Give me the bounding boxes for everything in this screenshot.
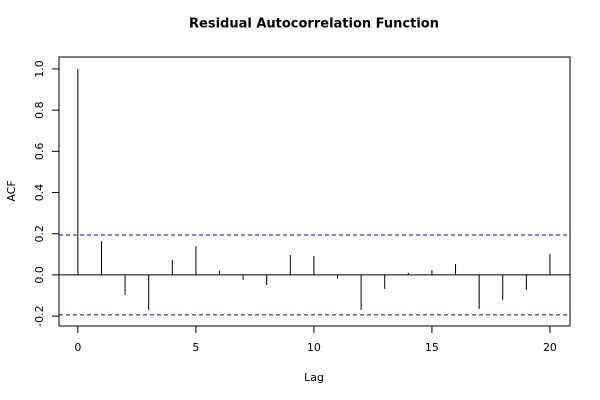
x-tick-label: 15 [425,341,439,354]
y-tick-label: 1.0 [33,60,46,78]
y-tick-label: 0.4 [33,184,46,202]
plot-frame [58,56,571,327]
y-tick-label: 0.8 [33,101,46,119]
y-axis-label: ACF [5,180,18,201]
y-tick-label: 0.2 [33,225,46,243]
chart-title: Residual Autocorrelation Function [189,17,439,32]
y-tick-label: 0.0 [33,266,46,284]
x-axis-label: Lag [304,371,324,384]
x-tick-label: 10 [307,341,321,354]
x-tick-label: 5 [192,341,199,354]
y-tick-label: -0.2 [33,305,46,326]
x-tick-label: 20 [543,341,557,354]
y-tick-label: 0.6 [33,143,46,161]
x-tick-label: 0 [74,341,81,354]
